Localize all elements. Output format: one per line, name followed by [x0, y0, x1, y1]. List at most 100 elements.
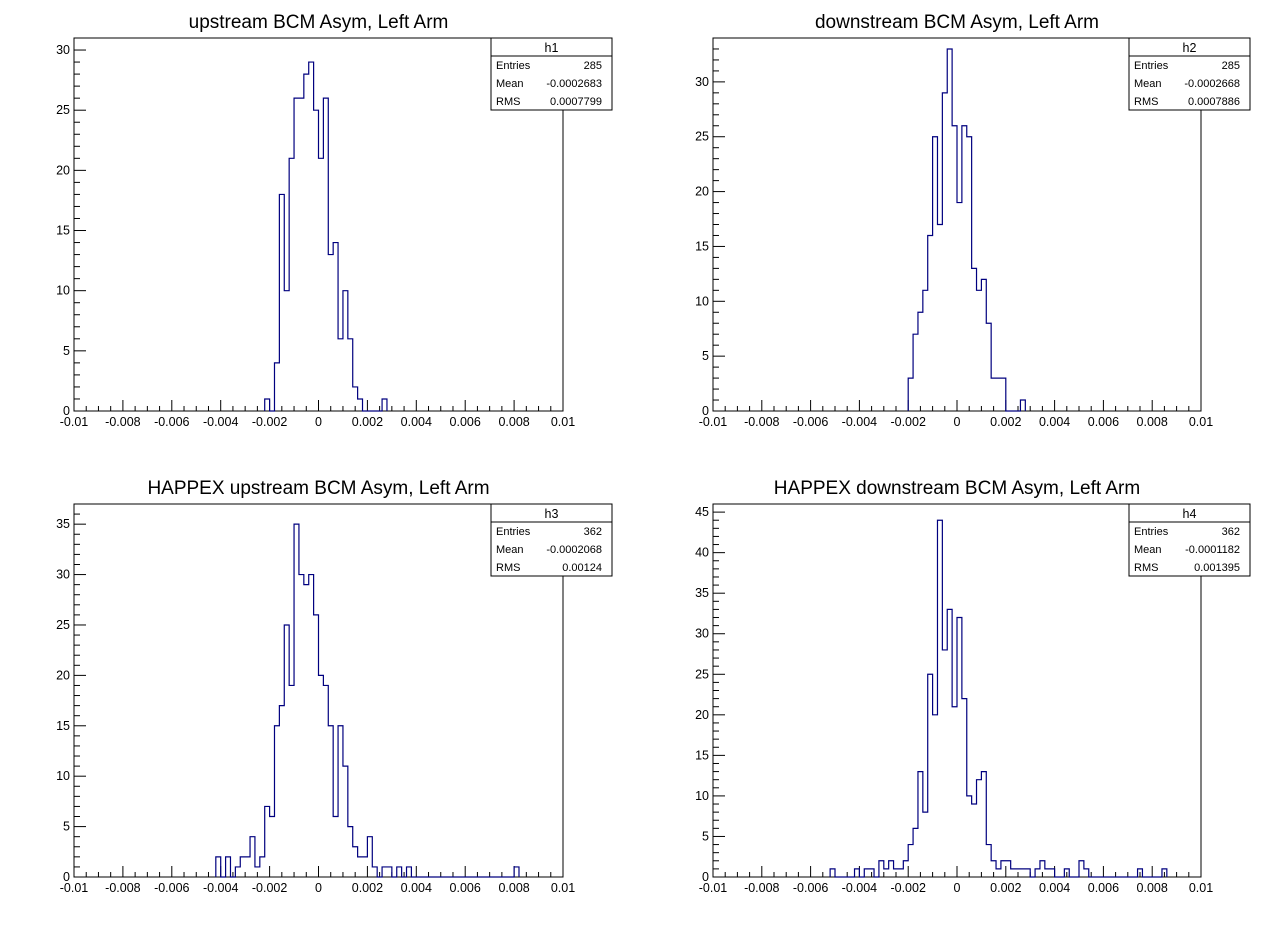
x-tick-label: -0.004 — [842, 881, 877, 895]
x-tick-label: -0.01 — [60, 881, 89, 895]
stats-value: -0.0002683 — [546, 78, 602, 90]
histogram-bin — [942, 650, 947, 877]
y-tick-label: 30 — [695, 75, 709, 89]
x-tick-label: 0.008 — [1137, 415, 1168, 429]
histogram-bin — [972, 804, 977, 877]
x-tick-label: 0.006 — [450, 415, 481, 429]
histogram-bin — [962, 126, 967, 411]
x-tick-label: 0 — [315, 881, 322, 895]
histogram-bin — [260, 857, 265, 877]
histogram-bin — [957, 203, 962, 411]
histogram-bin — [1079, 861, 1084, 877]
stats-label: RMS — [1134, 562, 1158, 574]
x-tick-label: 0.002 — [990, 881, 1021, 895]
histogram-bin — [1011, 869, 1016, 877]
stats-box — [1128, 503, 1251, 577]
x-tick-label: 0.002 — [990, 415, 1021, 429]
histogram-bin — [918, 312, 923, 411]
histogram-bin — [279, 194, 284, 411]
histogram-h4: HAPPEX downstream BCM Asym, Left Arm -0.0… — [695, 478, 1251, 895]
histogram-bin — [1020, 400, 1025, 411]
histogram-bin — [299, 575, 304, 877]
histogram-bin — [918, 772, 923, 877]
histogram-bin — [314, 615, 319, 877]
stats-value: 0.0007799 — [550, 96, 602, 108]
y-tick-label: 25 — [56, 103, 70, 117]
histogram-bin — [908, 378, 913, 411]
histogram-bin — [967, 796, 972, 877]
histogram-bin — [387, 867, 392, 877]
histogram-bin — [314, 110, 319, 411]
stats-label: Entries — [1134, 526, 1169, 538]
stats-box — [1128, 37, 1251, 111]
x-tick-label: 0.004 — [1039, 415, 1070, 429]
histogram-bin — [898, 869, 903, 877]
x-tick-label: -0.01 — [699, 881, 728, 895]
histogram-h2: downstream BCM Asym, Left Arm -0.01 -0.008… — [695, 12, 1251, 429]
histogram-h3: HAPPEX upstream BCM Asym, Left Arm -0.01 -… — [56, 478, 613, 895]
histogram-h1: upstream BCM Asym, Left Arm -0.01 -0.008 -0… — [56, 12, 613, 429]
y-tick-label: 10 — [695, 789, 709, 803]
histogram-bin — [323, 98, 328, 411]
stats-label: Mean — [496, 78, 524, 90]
histogram-bin — [382, 867, 387, 877]
y-tick-label: 10 — [56, 769, 70, 783]
histogram-bin — [928, 674, 933, 877]
histogram-bin — [284, 625, 289, 877]
histogram-bin — [923, 812, 928, 877]
stats-value: 362 — [584, 526, 602, 538]
x-tick-label: -0.002 — [890, 881, 925, 895]
histogram-bin — [348, 339, 353, 411]
chart-title: downstream BCM Asym, Left Arm — [815, 12, 1099, 33]
x-tick-label: 0.01 — [1189, 881, 1213, 895]
stats-value: -0.0001182 — [1185, 544, 1240, 556]
histogram-bin — [1045, 869, 1050, 877]
y-tick-label: 0 — [63, 870, 70, 884]
stats-label: RMS — [496, 562, 520, 574]
histogram-bin — [1050, 869, 1055, 877]
stats-value: 285 — [1222, 60, 1240, 72]
y-tick-label: 35 — [56, 517, 70, 531]
histogram-bin — [265, 806, 270, 877]
x-tick-label: 0.01 — [551, 881, 575, 895]
histogram-bin — [245, 857, 250, 877]
histogram-bin — [333, 817, 338, 877]
x-tick-label: -0.004 — [842, 415, 877, 429]
histogram-bin — [937, 225, 942, 412]
histogram-bin — [855, 869, 860, 877]
histogram-bin — [1001, 378, 1006, 411]
x-tick-label: -0.008 — [105, 881, 140, 895]
stats-value: -0.0002068 — [546, 544, 602, 556]
x-tick-label: 0.008 — [1137, 881, 1168, 895]
panel-h2: downstream BCM Asym, Left Arm -0.01 -0.008… — [638, 0, 1276, 466]
histogram-bin — [957, 618, 962, 877]
histogram-bin — [289, 158, 294, 411]
x-tick-label: 0.006 — [1088, 881, 1119, 895]
y-tick-label: 20 — [56, 163, 70, 177]
histogram-bin — [294, 98, 299, 411]
stats-label: Mean — [496, 544, 524, 556]
histogram-line — [907, 48, 1026, 412]
histogram-bin — [923, 290, 928, 411]
stats-label: RMS — [1134, 96, 1158, 108]
histogram-bins — [265, 62, 387, 411]
histogram-bin — [226, 857, 231, 877]
histogram-bin — [397, 867, 402, 877]
y-tick-label: 25 — [695, 667, 709, 681]
histogram-bin — [309, 62, 314, 411]
stats-label: Mean — [1134, 78, 1162, 90]
histogram-bin — [265, 399, 270, 411]
x-tick-label: -0.004 — [203, 881, 238, 895]
panel-h1: upstream BCM Asym, Left Arm -0.01 -0.008 -0… — [0, 0, 638, 466]
x-tick-label: -0.006 — [793, 415, 828, 429]
y-tick-label: 5 — [702, 829, 709, 843]
stats-label: Entries — [1134, 60, 1169, 72]
histogram-bin — [216, 857, 221, 877]
histogram-bin — [1084, 869, 1089, 877]
chart-title: upstream BCM Asym, Left Arm — [189, 12, 449, 33]
histogram-bin — [986, 845, 991, 877]
histogram-bin — [947, 609, 952, 877]
chart-title: HAPPEX downstream BCM Asym, Left Arm — [774, 478, 1140, 499]
x-tick-label: 0.002 — [352, 415, 383, 429]
x-tick-label: 0.01 — [1189, 415, 1213, 429]
